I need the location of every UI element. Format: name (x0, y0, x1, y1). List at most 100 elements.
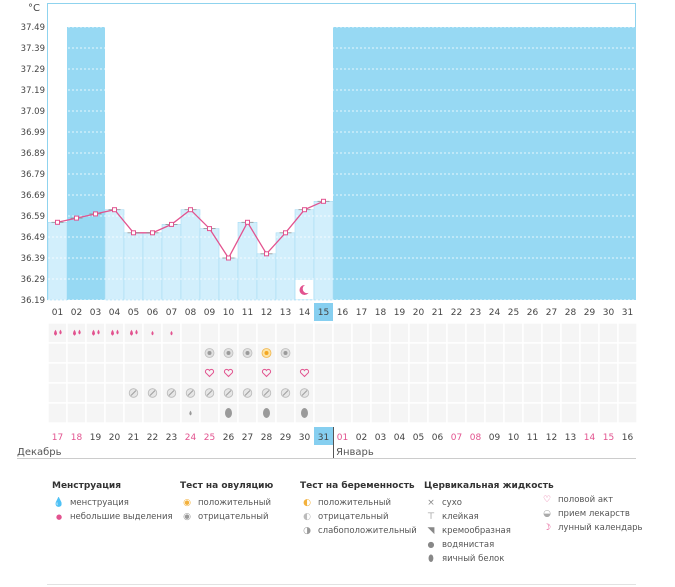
positive-test-icon: ◉ (183, 498, 191, 508)
day-label[interactable]: 20 (413, 308, 425, 318)
legend-item-pregnancy-positive: ◐ положительный (300, 496, 417, 510)
y-tick-label: 36.99 (21, 128, 45, 138)
today-highlight (314, 303, 333, 321)
y-tick-label: 36.39 (21, 254, 45, 264)
bar (104, 209, 125, 301)
legend-item-ovulation-positive: ◉ положительный (180, 496, 273, 510)
day-label[interactable]: 19 (394, 308, 406, 318)
y-tick-label: 37.19 (21, 86, 45, 96)
legend-item-watery: ● водянистая (424, 538, 554, 552)
day-label[interactable]: 24 (489, 308, 501, 318)
day-label[interactable]: 16 (337, 308, 349, 318)
bar (256, 253, 277, 301)
temperature-point[interactable] (169, 221, 174, 227)
day-label[interactable]: 13 (280, 308, 291, 318)
temperature-point[interactable] (188, 207, 193, 213)
bottom-divider (47, 584, 636, 585)
legend-ovulation: Тест на овуляцию ◉ положительный ◉ отрицат… (180, 481, 273, 524)
day-label[interactable]: 27 (546, 308, 557, 318)
day-label[interactable]: 10 (223, 308, 235, 318)
egg-white-icon: ⬮ (428, 554, 434, 564)
temperature-point[interactable] (302, 207, 307, 213)
moon-icon: ☽ (542, 523, 552, 533)
missing-day (67, 27, 86, 300)
temperature-point[interactable] (93, 211, 98, 217)
blood-drop-icon: 💧 (53, 498, 65, 508)
day-label[interactable]: 17 (356, 308, 367, 318)
legend-item-dry: × сухо (424, 496, 554, 510)
temperature-point[interactable] (207, 226, 212, 232)
temperature-point[interactable] (112, 207, 117, 213)
legend-item-menstruation: 💧 менструация (53, 498, 129, 508)
y-tick-label: 36.19 (21, 296, 45, 306)
day-label[interactable]: 04 (109, 308, 121, 318)
legend-title-ovulation: Тест на овуляцию (180, 481, 274, 491)
temperature-point[interactable] (74, 215, 79, 221)
day-label[interactable]: 11 (242, 308, 253, 318)
unit-label: °C (28, 3, 40, 14)
day-label[interactable]: 12 (261, 308, 272, 318)
day-label[interactable]: 07 (166, 308, 177, 318)
pill-icon: ◒ (543, 509, 551, 519)
day-label[interactable]: 21 (432, 308, 443, 318)
legend-item-sticky: ⊤ клейкая (424, 510, 554, 524)
day-label[interactable]: 23 (470, 308, 481, 318)
day-label[interactable]: 14 (299, 308, 311, 318)
legend-item-moon: ☽ лунный календарь (540, 521, 643, 535)
legend-title-menstruation: Менструация (52, 481, 121, 491)
pregnancy-weak-icon: ◑ (303, 526, 311, 536)
legend-title-fluid: Цервикальная жидкость (424, 481, 554, 491)
day-label[interactable]: 15 (318, 308, 329, 318)
bar (142, 232, 163, 301)
temperature-point[interactable] (150, 230, 155, 236)
day-label[interactable]: 05 (128, 308, 139, 318)
small-drop-icon: ● (55, 513, 63, 521)
day-label[interactable]: 09 (204, 308, 216, 318)
y-tick-label: 36.69 (21, 191, 45, 201)
temperature-point[interactable] (131, 230, 136, 236)
temperature-point[interactable] (226, 255, 231, 261)
bar (180, 209, 201, 301)
missing-day (86, 27, 105, 300)
legend: Менструация 💧 менструация ● небольшие выде… (52, 481, 652, 576)
day-label[interactable]: 06 (147, 308, 159, 318)
day-label[interactable]: 03 (90, 308, 101, 318)
bbt-chart: °C 37.49 37.39 37.29 37.19 37.09 36.99 36.89 36… (21, 3, 636, 321)
day-label[interactable]: 28 (565, 308, 577, 318)
day-label[interactable]: 26 (527, 308, 539, 318)
legend-title-pregnancy: Тест на беременность (300, 481, 415, 491)
sticky-icon: ⊤ (427, 512, 435, 522)
bar (275, 232, 296, 301)
y-tick-label: 36.89 (21, 149, 45, 159)
moon-cut (302, 284, 312, 294)
water-drop-icon: ● (427, 540, 435, 549)
pregnancy-negative-icon: ◐ (303, 512, 311, 522)
pregnancy-positive-icon: ◐ (303, 498, 311, 508)
temperature-point[interactable] (321, 198, 326, 204)
legend-menstruation: Менструация 💧 менструация ● небольшие выде… (52, 481, 173, 524)
y-tick-label: 36.79 (21, 170, 45, 180)
y-tick-label: 36.49 (21, 233, 45, 243)
day-label[interactable]: 18 (375, 308, 387, 318)
day-label[interactable]: 29 (584, 308, 596, 318)
day-label[interactable]: 25 (508, 308, 519, 318)
legend-other: ♡ половой акт ◒ прием лекарств ☽ лунный кал… (540, 493, 643, 535)
legend-item-pregnancy-weak: ◑ слабоположительный (300, 524, 417, 538)
temperature-point[interactable] (264, 251, 269, 257)
legend-item-medicine: ◒ прием лекарств (540, 507, 643, 521)
temperature-point[interactable] (245, 219, 250, 225)
y-tick-label: 37.09 (21, 107, 45, 117)
legend-item-creamy: ◥ кремообразная (424, 524, 554, 538)
temperature-point[interactable] (55, 219, 60, 225)
temperature-point[interactable] (283, 230, 288, 236)
month-december: Декабрь (17, 447, 62, 458)
y-tick-label: 36.59 (21, 212, 45, 222)
day-label[interactable]: 08 (185, 308, 197, 318)
day-label[interactable]: 30 (603, 308, 615, 318)
day-label[interactable]: 31 (622, 308, 633, 318)
y-tick-label: 37.29 (21, 65, 45, 75)
day-label[interactable]: 01 (52, 308, 63, 318)
day-label[interactable]: 02 (71, 308, 82, 318)
y-tick-label: 37.39 (21, 44, 45, 54)
day-label[interactable]: 22 (451, 308, 462, 318)
